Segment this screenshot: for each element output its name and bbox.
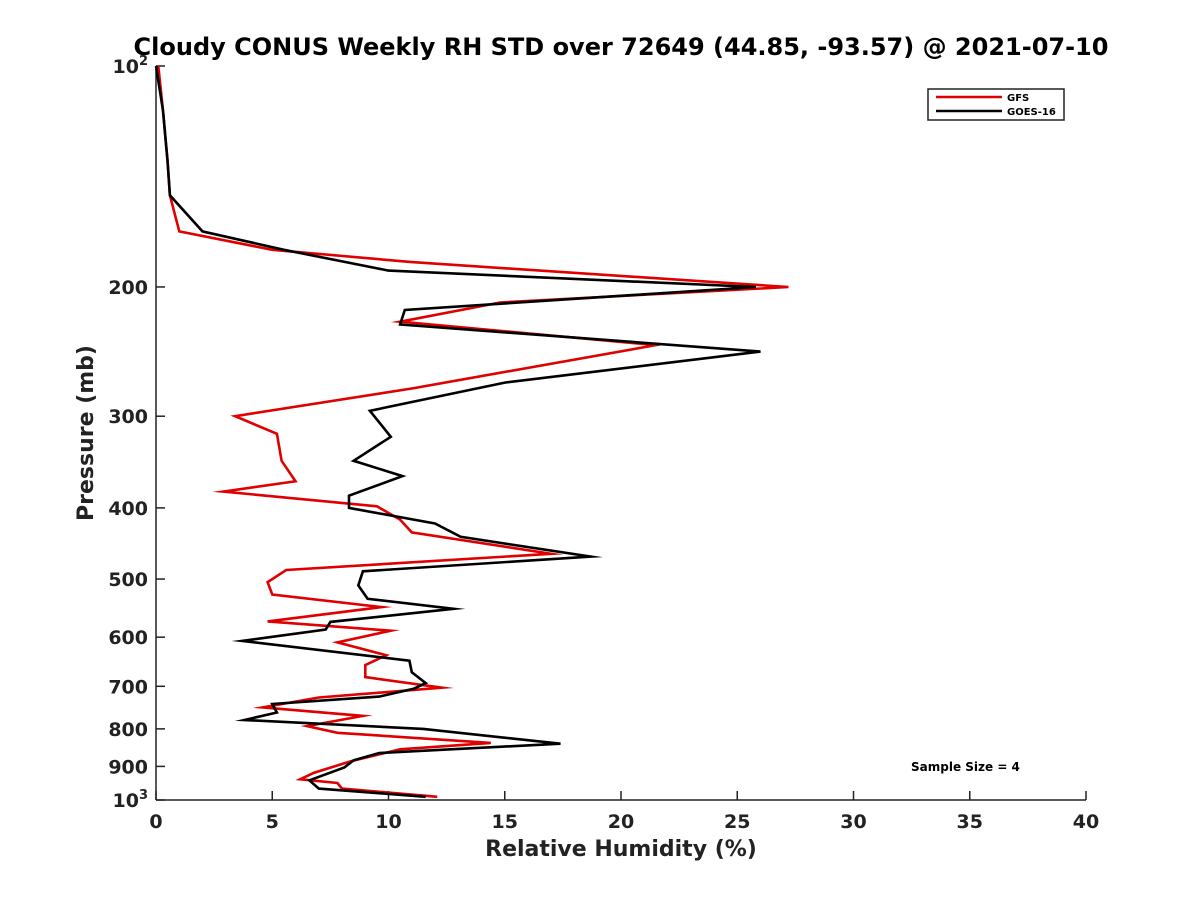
y-tick-label-base: 500 xyxy=(108,569,148,591)
y-tick-label-base: 300 xyxy=(108,406,148,428)
y-tick-label-base: 600 xyxy=(108,627,148,649)
x-tick-label: 0 xyxy=(149,811,162,833)
legend-box xyxy=(927,88,1065,121)
y-tick-label: 200 xyxy=(108,277,148,299)
x-tick-label: 10 xyxy=(375,811,401,833)
y-tick-label-base: 10 xyxy=(113,790,139,812)
y-tick-label-base: 10 xyxy=(113,56,139,78)
x-tick-label: 40 xyxy=(1073,811,1099,833)
x-tick-label: 30 xyxy=(840,811,866,833)
y-tick-label: 800 xyxy=(108,719,148,741)
x-axis-label: Relative Humidity (%) xyxy=(485,837,757,862)
y-tick-label: 500 xyxy=(108,569,148,591)
y-tick-label-exponent: 3 xyxy=(139,788,148,803)
y-tick-label-base: 200 xyxy=(108,277,148,299)
x-tick-label: 35 xyxy=(957,811,983,833)
series-line-goes-16 xyxy=(154,65,761,799)
sample-size-annotation: Sample Size = 4 xyxy=(911,760,1020,774)
y-tick-label: 102 xyxy=(113,54,149,78)
y-tick-label-base: 800 xyxy=(108,719,148,741)
series-line-gfs xyxy=(157,65,789,799)
y-tick-label-base: 400 xyxy=(108,498,148,520)
y-tick-label: 700 xyxy=(108,676,148,698)
plot-area xyxy=(155,66,1086,801)
y-tick-label: 900 xyxy=(108,756,148,778)
series-layer xyxy=(154,65,789,799)
x-tick-label: 5 xyxy=(266,811,279,833)
y-tick-label-base: 900 xyxy=(108,756,148,778)
legend-label: GOES-16 xyxy=(1007,107,1056,118)
y-tick-label: 400 xyxy=(108,498,148,520)
x-tick-label: 15 xyxy=(492,811,518,833)
legend: GFS GOES-16 xyxy=(927,88,1065,121)
x-tick-label: 20 xyxy=(608,811,634,833)
y-tick-label: 300 xyxy=(108,406,148,428)
y-tick-label: 600 xyxy=(108,627,148,649)
legend-label: GFS xyxy=(1007,93,1029,104)
y-axis-label: Pressure (mb) xyxy=(74,345,99,521)
y-tick-label: 103 xyxy=(113,788,149,812)
chart-title: Cloudy CONUS Weekly RH STD over 72649 (4… xyxy=(134,33,1109,61)
y-tick-label-base: 700 xyxy=(108,676,148,698)
x-axis-ticks: 0 5 10 15 20 25 30 35 40 xyxy=(149,791,1099,833)
y-tick-label-exponent: 2 xyxy=(139,54,148,69)
x-tick-label: 25 xyxy=(724,811,750,833)
